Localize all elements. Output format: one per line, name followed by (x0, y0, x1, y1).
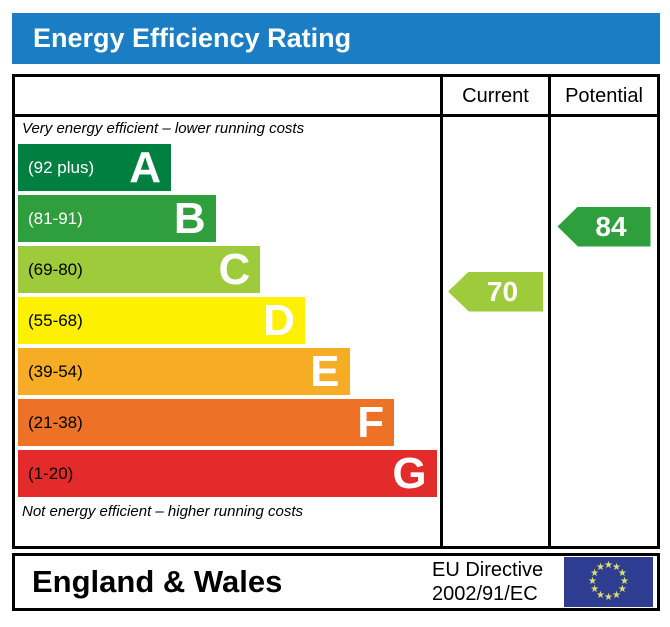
eu-directive-label: EU Directive 2002/91/EC (432, 558, 564, 606)
eu-star-icon: ★ (620, 576, 629, 587)
eu-star-icon: ★ (596, 589, 605, 601)
eu-star-icon: ★ (588, 576, 597, 587)
band-letter: B (173, 193, 206, 243)
eu-star-icon: ★ (617, 584, 627, 595)
band-range-label: (92 plus) (28, 157, 95, 177)
header-spacer-cell (15, 77, 440, 114)
band-row-e: (39-54) E (18, 348, 350, 395)
current-column: 70 (440, 117, 548, 546)
table-header-row: Current Potential (15, 77, 657, 117)
bands-column: Very energy efficient – lower running co… (15, 117, 440, 546)
current-rating-arrow: 70 (448, 271, 543, 312)
region-label: England & Wales (32, 564, 283, 599)
band-list: (92 plus) A (81-91) B (69-80) C (55-68) D (39-54… (15, 144, 440, 497)
band-range-label: (69-80) (28, 259, 83, 279)
band-row-d: (55-68) D (18, 297, 305, 344)
caption-not-efficient: Not energy efficient – higher running co… (22, 503, 303, 520)
band-row-c: (69-80) C (18, 244, 261, 294)
eu-flag-icon: ★ ★ ★ ★ ★ ★ ★ ★ ★ ★ ★ ★ (564, 557, 653, 607)
band-letter: G (392, 448, 427, 498)
band-letter: E (310, 346, 340, 396)
band-range-label: (39-54) (28, 361, 83, 381)
eu-star-icon: ★ (590, 568, 600, 579)
page-title: Energy Efficiency Rating (12, 13, 660, 64)
band-range-label: (55-68) (28, 310, 83, 330)
band-row-f: (21-38) F (18, 397, 395, 447)
band-range-label: (21-38) (28, 412, 83, 432)
band-letter: C (218, 244, 251, 294)
table-body-row: Very energy efficient – lower running co… (15, 117, 657, 546)
eu-star-icon: ★ (604, 592, 613, 603)
eu-star-icon: ★ (617, 568, 627, 579)
eu-directive-line1: EU Directive (432, 559, 544, 581)
band-range-label: (1-20) (28, 463, 74, 483)
eu-star-icon: ★ (612, 562, 621, 574)
band-row-g: (1-20) G (18, 450, 437, 497)
potential-column: 84 (548, 117, 657, 546)
column-header-current: Current (440, 77, 548, 114)
eu-star-icon: ★ (604, 560, 613, 571)
footer-bar: England & Wales EU Directive 2002/91/EC … (12, 553, 660, 611)
band-letter: A (129, 142, 161, 192)
potential-rating-arrow: 84 (557, 206, 651, 247)
eu-star-icon: ★ (612, 589, 621, 601)
band-range-label: (81-91) (28, 208, 83, 228)
caption-very-efficient: Very energy efficient – lower running co… (22, 120, 305, 137)
band-row-b: (81-91) B (18, 195, 216, 242)
column-header-potential: Potential (548, 77, 657, 114)
band-letter: D (263, 295, 295, 345)
band-letter: F (357, 397, 385, 447)
band-row-a: (92 plus) A (18, 144, 171, 191)
eu-star-icon: ★ (596, 562, 605, 574)
rating-table: Current Potential Very energy efficient … (12, 74, 660, 549)
eu-star-icon: ★ (590, 584, 600, 595)
energy-efficiency-rating-chart: Energy Efficiency Rating Current Potenti… (12, 13, 660, 611)
eu-directive-line2: 2002/91/EC (432, 583, 538, 605)
